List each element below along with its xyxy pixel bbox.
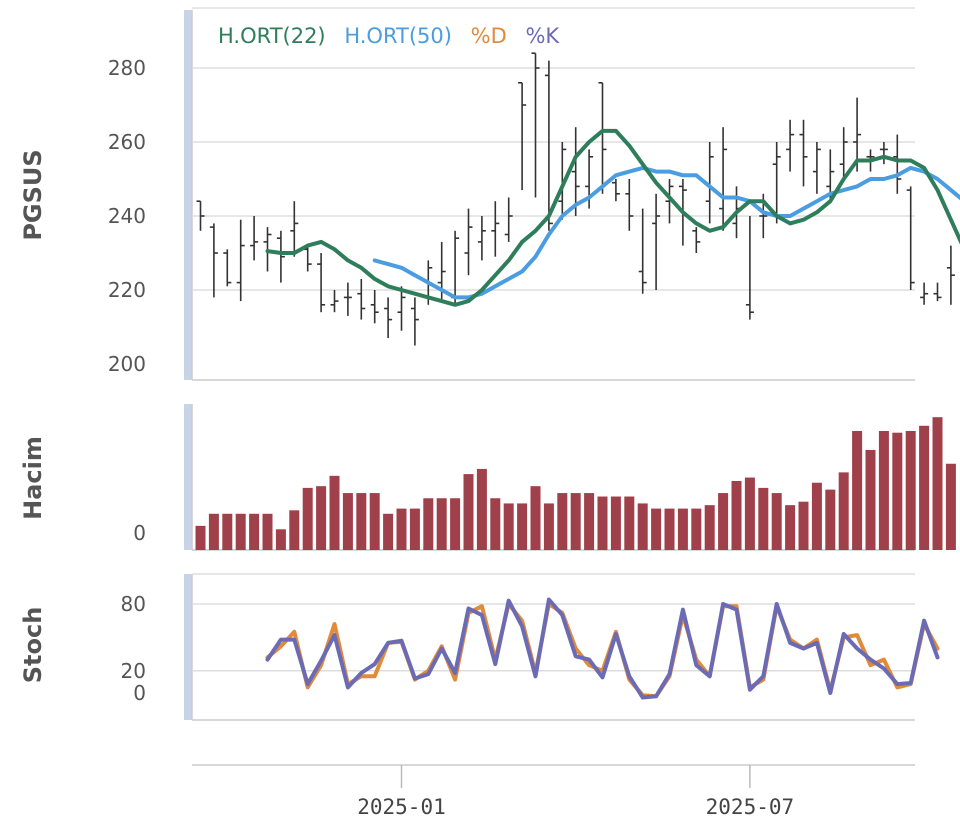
legend-pctk[interactable]: %K	[525, 24, 560, 48]
volume-bar	[798, 501, 809, 550]
volume-bar	[436, 498, 447, 550]
volume-bar	[811, 482, 822, 550]
volume-bar	[704, 505, 715, 550]
volume-bar	[463, 474, 474, 550]
stoch-lines	[265, 597, 940, 700]
volume-bar	[503, 503, 514, 550]
volume-bar	[677, 508, 688, 550]
stoch-tick-label: 20	[121, 659, 146, 683]
ma22-line	[265, 128, 960, 307]
volume-bar	[624, 496, 635, 550]
price-tick-label: 240	[108, 204, 146, 228]
ma50-line	[372, 165, 960, 300]
volume-bar	[543, 503, 554, 550]
volume-bar	[651, 508, 662, 550]
volume-bar	[919, 425, 930, 550]
volume-bar	[892, 432, 903, 550]
volume-bar	[517, 503, 528, 550]
volume-bar	[275, 529, 286, 550]
legend-ma22[interactable]: H.ORT(22)	[218, 24, 326, 48]
volume-bar	[450, 498, 461, 550]
volume-bar	[249, 513, 260, 550]
volume-bar	[584, 493, 595, 550]
volume-bar	[423, 498, 434, 550]
x-tick-label: 2025-01	[357, 795, 446, 819]
stoch-tick-label: 80	[121, 592, 146, 616]
volume-bar	[945, 463, 956, 550]
volume-bar	[356, 493, 367, 550]
volume-bar	[302, 487, 313, 550]
volume-bar	[570, 493, 581, 550]
x-axis: 2025-01 2025-07	[357, 765, 794, 819]
ohlc-bars	[196, 52, 955, 346]
volume-bar	[785, 505, 796, 550]
volume-bar	[557, 493, 568, 550]
pctd-line	[265, 602, 940, 699]
legend: H.ORT(22) H.ORT(50) %D %K	[218, 24, 560, 48]
volume-bar	[208, 513, 219, 550]
volume-axis-band[interactable]	[184, 404, 192, 550]
volume-bar	[744, 477, 755, 550]
volume-bars	[195, 417, 956, 550]
volume-bar	[637, 503, 648, 550]
volume-y-ticks: 0	[133, 521, 146, 545]
price-y-ticks: 200 220 240 260 280	[108, 56, 146, 376]
stoch-y-ticks: 020 80	[121, 592, 146, 705]
moving-average-lines	[265, 128, 960, 307]
price-axis-band[interactable]	[184, 10, 192, 380]
pctk-line	[265, 597, 940, 700]
stoch-axis-label: Stoch	[19, 607, 47, 684]
volume-bar	[383, 513, 394, 550]
volume-bar	[289, 510, 300, 550]
price-tick-label: 220	[108, 278, 146, 302]
volume-bar	[905, 430, 916, 550]
volume-bar	[490, 498, 501, 550]
volume-bar	[825, 489, 836, 550]
volume-bar	[369, 493, 380, 550]
volume-tick-label: 0	[133, 521, 146, 545]
volume-bar	[316, 486, 327, 550]
volume-bar	[731, 481, 742, 550]
volume-bar	[597, 496, 608, 550]
volume-bar	[396, 508, 407, 550]
price-tick-label: 260	[108, 130, 146, 154]
volume-bar	[932, 417, 943, 550]
volume-bar	[664, 508, 675, 550]
volume-bar	[865, 449, 876, 550]
volume-axis-label: Hacim	[19, 436, 47, 520]
legend-ma50[interactable]: H.ORT(50)	[344, 24, 452, 48]
price-grid	[192, 7, 915, 291]
volume-bar	[329, 475, 340, 550]
volume-bar	[342, 493, 353, 550]
price-tick-label: 200	[108, 352, 146, 376]
x-tick-label: 2025-07	[706, 795, 795, 819]
volume-bar	[476, 468, 487, 550]
volume-bar	[771, 493, 782, 550]
volume-bar	[758, 487, 769, 550]
volume-bar	[262, 513, 273, 550]
stoch-tick-label: 0	[133, 681, 146, 705]
price-tick-label: 280	[108, 56, 146, 80]
volume-bar	[878, 430, 889, 550]
price-axis-label: PGSUS	[19, 149, 47, 240]
volume-bar	[718, 493, 729, 550]
volume-bar	[235, 513, 246, 550]
volume-bar	[691, 508, 702, 550]
stoch-axis-band[interactable]	[184, 574, 192, 720]
volume-bar	[409, 508, 420, 550]
legend-pctd[interactable]: %D	[471, 24, 507, 48]
volume-bar	[222, 513, 233, 550]
volume-bar	[838, 472, 849, 550]
volume-bar	[195, 525, 206, 550]
volume-bar	[852, 430, 863, 550]
volume-bar	[610, 496, 621, 550]
volume-bar	[530, 486, 541, 550]
